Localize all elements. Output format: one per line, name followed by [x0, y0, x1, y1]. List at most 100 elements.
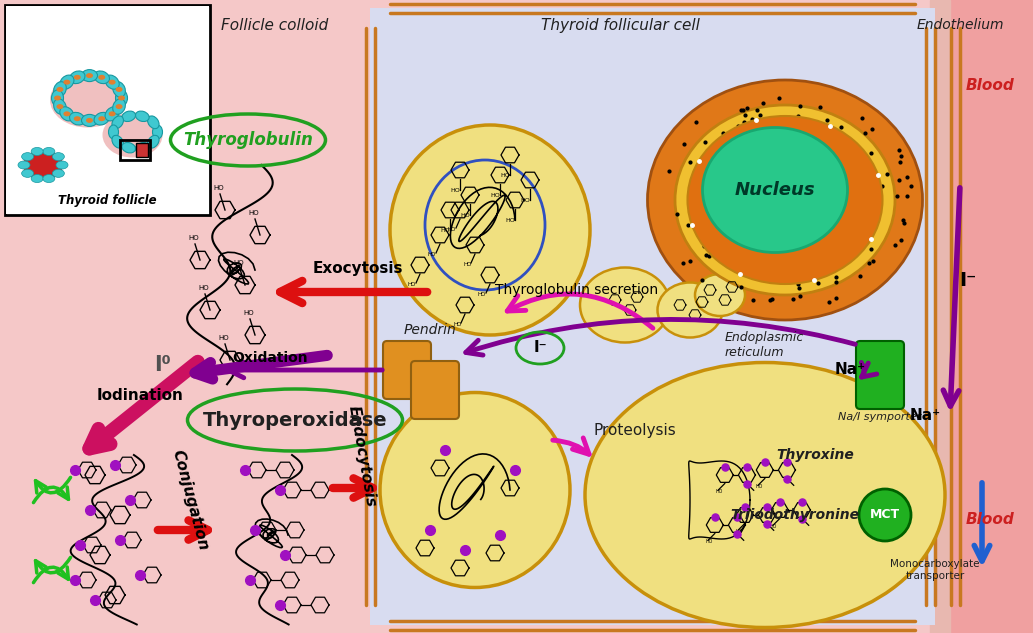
Text: Na⁺: Na⁺: [835, 363, 866, 377]
Ellipse shape: [122, 111, 135, 122]
Ellipse shape: [73, 116, 81, 121]
Ellipse shape: [112, 116, 124, 128]
Ellipse shape: [69, 113, 85, 125]
Ellipse shape: [23, 150, 63, 180]
Text: HO: HO: [770, 524, 778, 529]
Circle shape: [859, 489, 911, 541]
Text: HO: HO: [188, 235, 198, 241]
Text: HO: HO: [243, 310, 254, 316]
Ellipse shape: [69, 71, 85, 84]
Ellipse shape: [54, 96, 61, 101]
Text: Iodination: Iodination: [96, 387, 184, 403]
Text: Thyroperoxidase: Thyroperoxidase: [202, 410, 387, 430]
Ellipse shape: [43, 147, 55, 156]
Ellipse shape: [54, 99, 66, 115]
Text: HO: HO: [500, 173, 509, 178]
Text: HO: HO: [248, 210, 258, 216]
Ellipse shape: [105, 75, 119, 89]
Ellipse shape: [390, 125, 590, 335]
Text: Thyroid follicular cell: Thyroid follicular cell: [540, 18, 699, 33]
Text: HO: HO: [490, 193, 500, 198]
Ellipse shape: [43, 175, 55, 182]
Bar: [6, 6, 209, 214]
Ellipse shape: [108, 111, 116, 116]
Ellipse shape: [57, 104, 63, 109]
Ellipse shape: [60, 107, 74, 121]
Ellipse shape: [113, 99, 125, 115]
Ellipse shape: [702, 127, 847, 253]
Ellipse shape: [94, 113, 109, 125]
Ellipse shape: [18, 161, 30, 169]
Text: HO: HO: [505, 218, 514, 223]
Text: I⁻: I⁻: [960, 270, 976, 289]
Text: MCT: MCT: [870, 508, 900, 522]
Bar: [5, 5, 210, 215]
FancyBboxPatch shape: [370, 8, 935, 625]
Text: Thyroglobulin: Thyroglobulin: [183, 131, 313, 149]
Ellipse shape: [82, 70, 97, 82]
Ellipse shape: [86, 73, 93, 78]
Text: I⁰: I⁰: [154, 355, 170, 375]
Text: Endoplasmic
reticulum: Endoplasmic reticulum: [725, 331, 805, 359]
Ellipse shape: [116, 90, 127, 106]
Text: HO: HO: [460, 213, 470, 218]
Ellipse shape: [113, 82, 125, 97]
Ellipse shape: [73, 75, 81, 80]
Text: Blood: Blood: [966, 513, 1014, 527]
Text: Exocytosis: Exocytosis: [313, 261, 403, 275]
Ellipse shape: [657, 282, 722, 337]
Ellipse shape: [53, 170, 64, 177]
Text: Triiodothyronine: Triiodothyronine: [730, 508, 859, 522]
Ellipse shape: [688, 116, 882, 284]
Text: Thyroid follicle: Thyroid follicle: [58, 194, 157, 207]
Ellipse shape: [112, 135, 124, 148]
Ellipse shape: [52, 90, 63, 106]
Ellipse shape: [122, 142, 135, 153]
Text: HO: HO: [735, 529, 743, 534]
Text: HO: HO: [408, 282, 416, 287]
Ellipse shape: [380, 392, 570, 587]
Ellipse shape: [31, 175, 43, 182]
Ellipse shape: [102, 113, 162, 158]
FancyBboxPatch shape: [856, 341, 904, 409]
Text: HO: HO: [450, 188, 460, 193]
FancyBboxPatch shape: [383, 341, 431, 399]
Ellipse shape: [116, 87, 123, 92]
Text: HO: HO: [478, 292, 487, 297]
Ellipse shape: [22, 170, 34, 177]
Text: HO: HO: [715, 489, 722, 494]
Text: HO: HO: [198, 285, 209, 291]
Ellipse shape: [135, 111, 149, 122]
Text: HO: HO: [440, 228, 449, 233]
Bar: [930, 0, 950, 633]
Text: Endocytosis: Endocytosis: [346, 404, 378, 508]
Text: HO: HO: [520, 198, 530, 203]
FancyBboxPatch shape: [411, 361, 459, 419]
Ellipse shape: [60, 75, 74, 89]
Text: Blood: Blood: [966, 77, 1014, 92]
Ellipse shape: [108, 125, 119, 139]
Ellipse shape: [56, 161, 68, 169]
Text: Thyroglobulin secretion: Thyroglobulin secretion: [496, 283, 659, 297]
Text: Nucleus: Nucleus: [734, 181, 815, 199]
Ellipse shape: [98, 116, 105, 121]
Text: Proteolysis: Proteolysis: [594, 422, 677, 437]
Text: HO: HO: [755, 484, 762, 489]
Ellipse shape: [118, 96, 125, 101]
Ellipse shape: [54, 82, 66, 97]
Ellipse shape: [695, 274, 745, 316]
Text: HO: HO: [463, 262, 471, 267]
Ellipse shape: [148, 116, 159, 128]
Bar: [950, 0, 1033, 633]
Ellipse shape: [148, 135, 159, 148]
Text: Conjugation: Conjugation: [169, 448, 211, 552]
Text: I⁻: I⁻: [533, 341, 546, 356]
Ellipse shape: [94, 71, 109, 84]
Text: Monocarboxylate
transporter: Monocarboxylate transporter: [890, 559, 979, 581]
Ellipse shape: [675, 105, 895, 295]
Text: HO: HO: [218, 335, 228, 341]
Ellipse shape: [98, 75, 105, 80]
Text: HO: HO: [183, 160, 193, 166]
Bar: [120, 140, 150, 160]
Ellipse shape: [31, 147, 43, 156]
